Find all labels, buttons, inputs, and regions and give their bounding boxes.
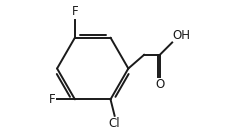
Text: Cl: Cl <box>108 117 120 130</box>
Text: O: O <box>155 78 164 91</box>
Text: F: F <box>49 93 55 106</box>
Text: OH: OH <box>172 29 190 42</box>
Text: F: F <box>71 5 78 18</box>
